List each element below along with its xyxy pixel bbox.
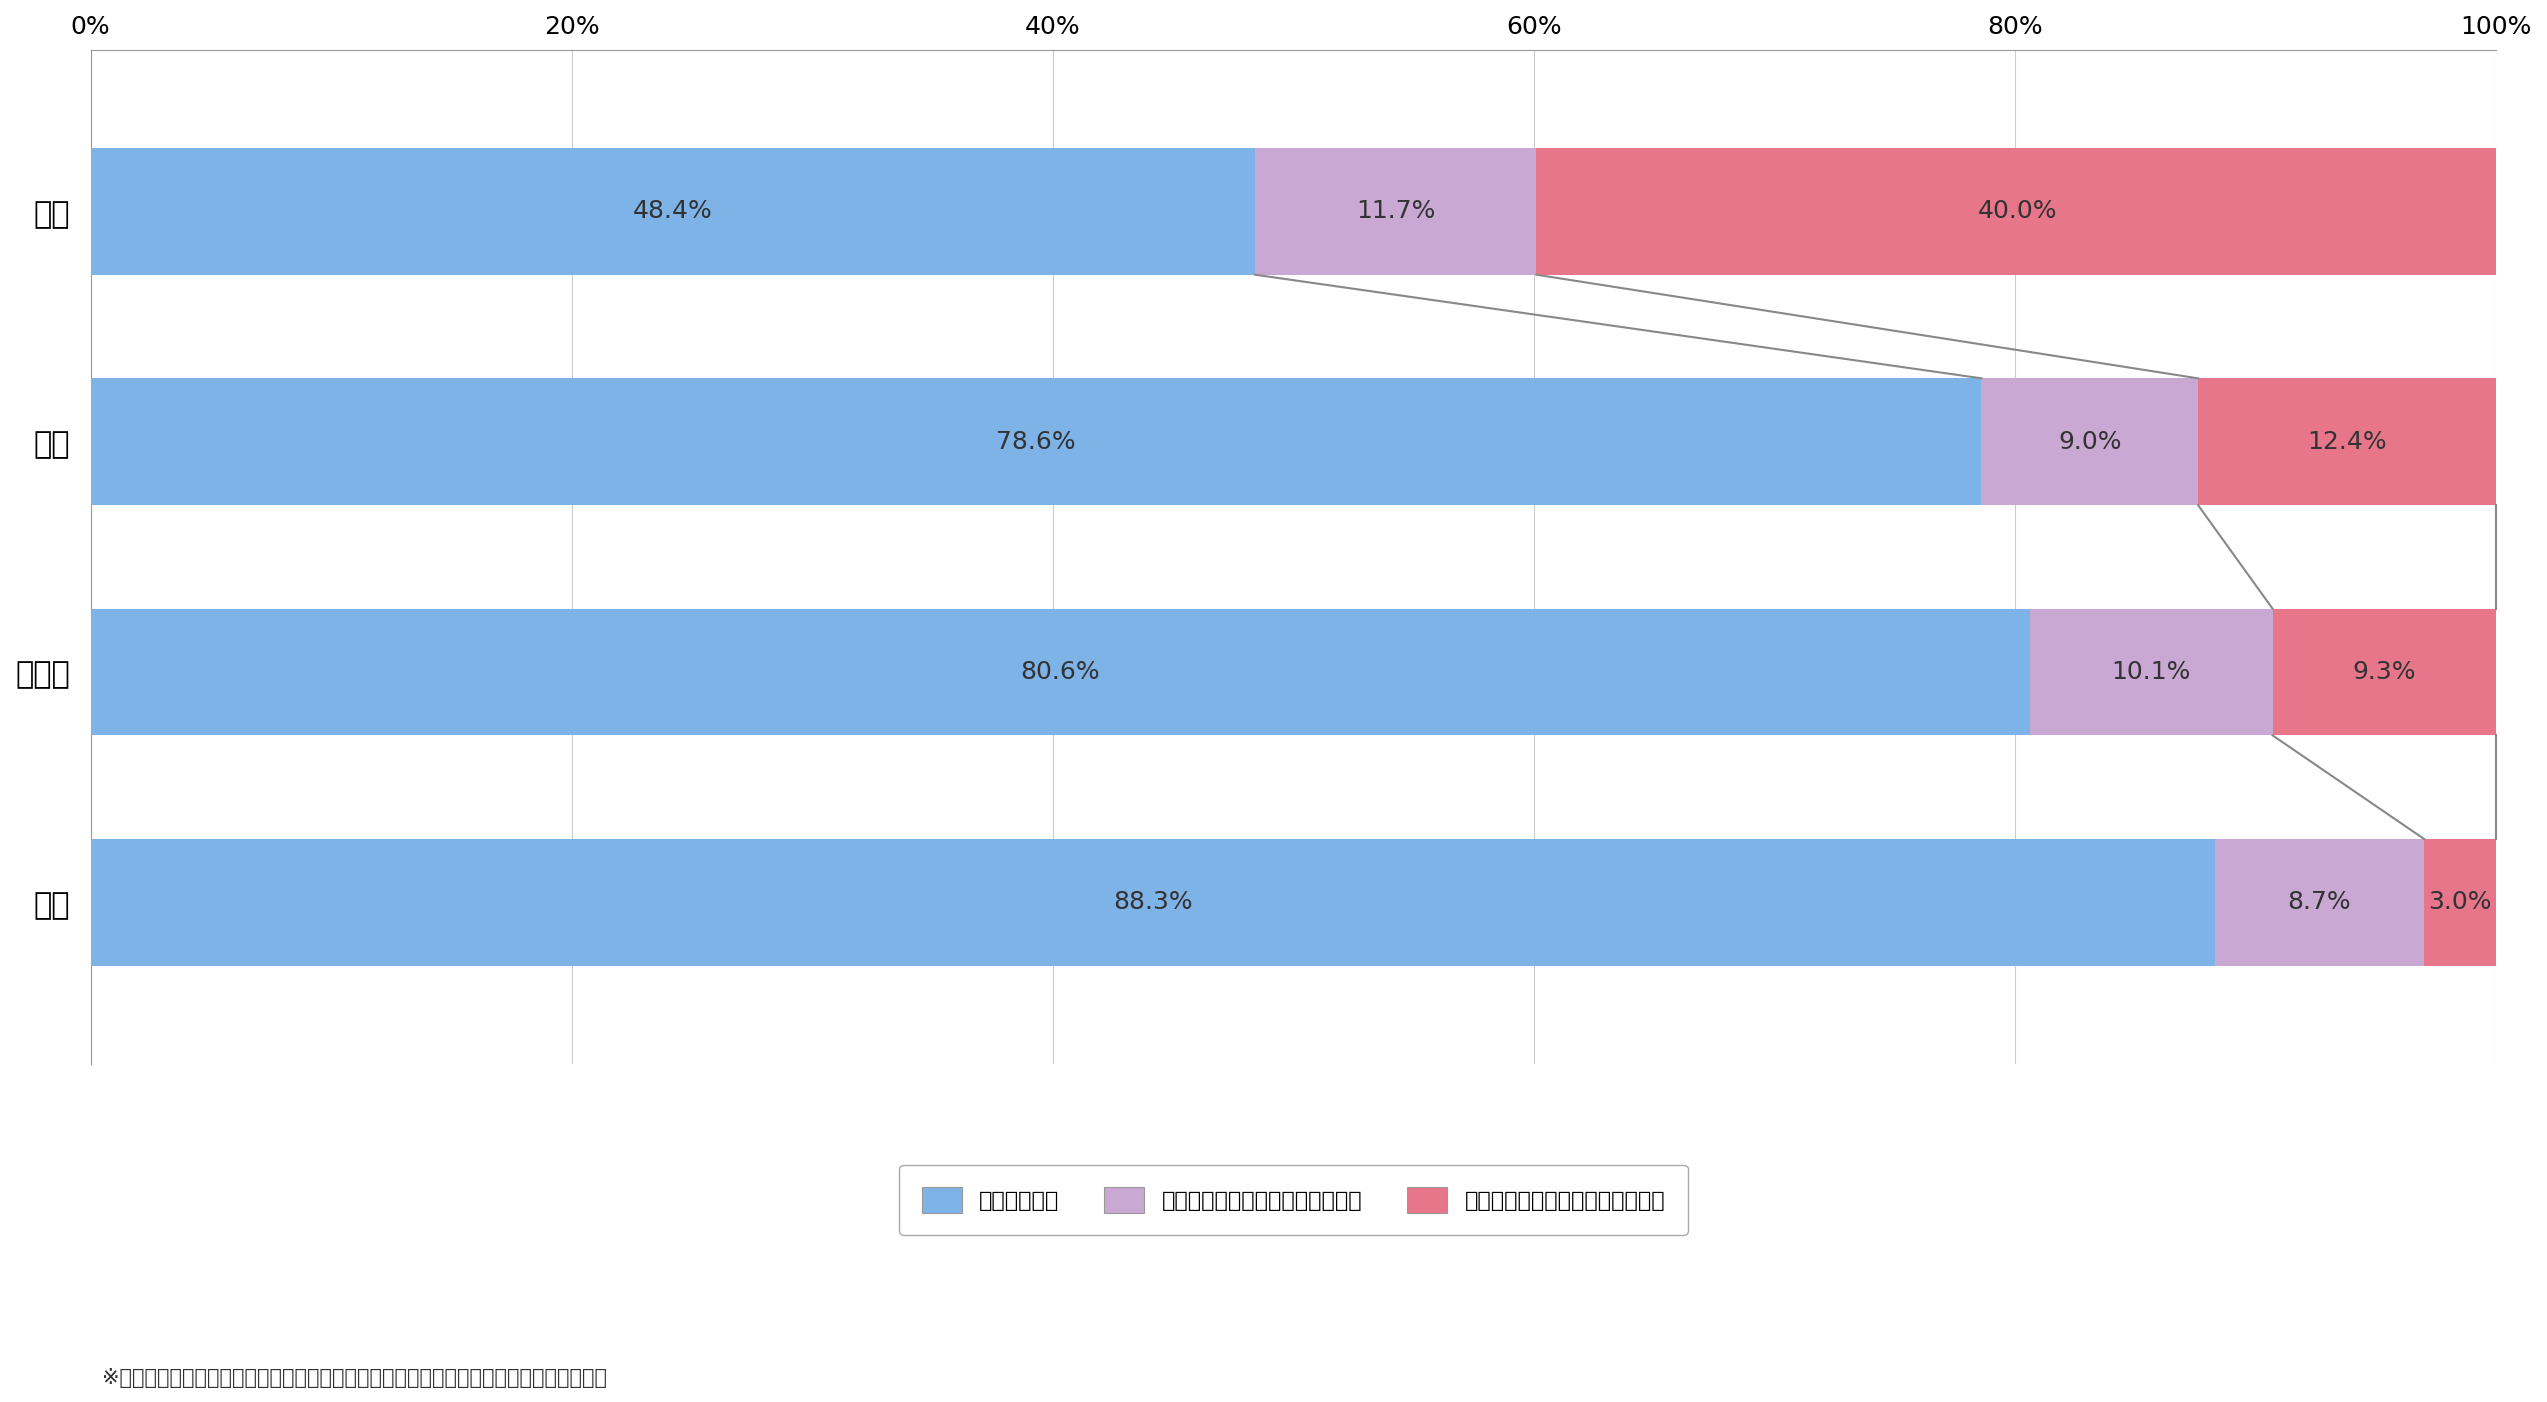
- Bar: [92, 149, 1256, 275]
- Text: 8.7%: 8.7%: [2287, 890, 2351, 914]
- Text: 9.0%: 9.0%: [2058, 429, 2122, 454]
- Bar: [2198, 379, 2496, 505]
- Text: ※デジタル化に取り組んでいる企業を抽出するためのスクリーニング調査の結果に基づく: ※デジタル化に取り組んでいる企業を抽出するためのスクリーニング調査の結果に基づく: [102, 1368, 606, 1388]
- Bar: [2030, 608, 2272, 736]
- Bar: [92, 608, 2030, 736]
- Text: 3.0%: 3.0%: [2427, 890, 2491, 914]
- Bar: [1982, 379, 2198, 505]
- Text: 78.6%: 78.6%: [996, 429, 1075, 454]
- Bar: [92, 379, 1982, 505]
- Text: 80.6%: 80.6%: [1021, 660, 1100, 684]
- Bar: [92, 838, 2216, 966]
- Text: 12.4%: 12.4%: [2308, 429, 2387, 454]
- Bar: [1536, 149, 2499, 275]
- Legend: 実施している, 実施していない、今後実施を検討, 実施していない、今後も予定なし: 実施している, 実施していない、今後実施を検討, 実施していない、今後も予定なし: [899, 1165, 1689, 1235]
- Bar: [2216, 838, 2425, 966]
- Text: 40.0%: 40.0%: [1979, 199, 2058, 223]
- Text: 10.1%: 10.1%: [2111, 660, 2190, 684]
- Bar: [1256, 149, 1536, 275]
- Bar: [2272, 608, 2496, 736]
- Text: 88.3%: 88.3%: [1113, 890, 1192, 914]
- Text: 9.3%: 9.3%: [2353, 660, 2417, 684]
- Text: 48.4%: 48.4%: [632, 199, 713, 223]
- Text: 11.7%: 11.7%: [1355, 199, 1437, 223]
- Bar: [2425, 838, 2496, 966]
